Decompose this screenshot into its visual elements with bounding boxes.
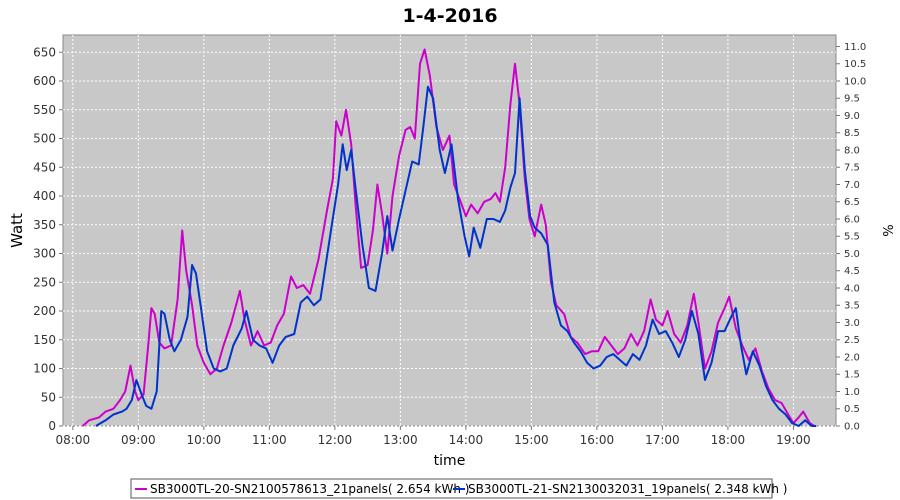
y2-tick-label: 4.5 <box>844 266 860 277</box>
y-tick-label: 100 <box>33 362 56 376</box>
y-tick-label: 600 <box>33 74 56 88</box>
x-tick-label: 17:00 <box>645 433 680 447</box>
y2-axis-label: % <box>879 224 894 236</box>
x-tick-label: 11:00 <box>252 433 287 447</box>
y2-tick-label: 11.0 <box>844 42 866 53</box>
y2-tick-label: 9.5 <box>844 94 860 105</box>
y-tick-label: 300 <box>33 247 56 261</box>
y2-tick-label: 1.0 <box>844 387 860 398</box>
x-tick-label: 15:00 <box>514 433 549 447</box>
legend-entry-series-2: SB3000TL-21-SN2130032031_19panels( 2.348… <box>468 482 787 496</box>
y2-tick-label: 2.5 <box>844 335 860 346</box>
x-tick-label: 18:00 <box>711 433 746 447</box>
grid-lines <box>63 35 836 427</box>
y2-tick-label: 7.5 <box>844 163 860 174</box>
x-tick-label: 12:00 <box>318 433 353 447</box>
y2-tick-label: 9.0 <box>844 111 860 122</box>
y2-tick-label: 8.5 <box>844 128 860 139</box>
y2-tick-label: 3.0 <box>844 318 860 329</box>
axes: 0 50 100 150 200 250 300 350 400 450 500 550 600 650 0… <box>33 42 866 447</box>
y2-tick-label: 8.0 <box>844 145 860 156</box>
y-tick-label: 550 <box>33 103 56 117</box>
x-tick-label: 14:00 <box>449 433 484 447</box>
x-tick-label: 13:00 <box>383 433 418 447</box>
y-tick-label: 50 <box>41 390 56 404</box>
y2-tick-label: 6.0 <box>844 214 860 225</box>
y2-tick-label: 5.0 <box>844 249 860 260</box>
chart-title: 1-4-2016 <box>402 5 497 27</box>
y-axis-label: Watt <box>8 213 26 248</box>
x-tick-label: 10:00 <box>187 433 222 447</box>
y-tick-label: 250 <box>33 275 56 289</box>
x-tick-label: 19:00 <box>776 433 811 447</box>
y2-tick-label: 0.0 <box>844 422 860 433</box>
x-tick-label: 09:00 <box>121 433 156 447</box>
series-layer <box>82 48 817 427</box>
y-tick-label: 400 <box>33 189 56 203</box>
y-tick-label: 650 <box>33 45 56 59</box>
y-tick-label: 0 <box>48 419 56 433</box>
y2-tick-label: 4.0 <box>844 283 860 294</box>
y2-tick-label: 7.0 <box>844 180 860 191</box>
y-tick-label: 350 <box>33 218 56 232</box>
legend-entry-series-1: SB3000TL-20-SN2100578613_21panels( 2.654… <box>150 482 469 496</box>
y2-tick-label: 5.5 <box>844 232 860 243</box>
series-line-2 <box>95 85 817 427</box>
y2-tick-label: 1.5 <box>844 370 860 381</box>
x-tick-label: 08:00 <box>56 433 91 447</box>
legend-box <box>130 478 773 499</box>
y-tick-label: 200 <box>33 304 56 318</box>
x-axis-label: time <box>434 453 466 469</box>
y-tick-label: 500 <box>33 132 56 146</box>
series-line-1 <box>82 48 815 427</box>
plot-area <box>62 34 837 427</box>
y-tick-label: 450 <box>33 160 56 174</box>
legend: SB3000TL-20-SN2100578613_21panels( 2.654… <box>130 478 787 499</box>
y2-tick-label: 6.5 <box>844 197 860 208</box>
y2-tick-label: 2.0 <box>844 352 860 363</box>
x-tick-label: 16:00 <box>580 433 615 447</box>
y-tick-label: 150 <box>33 333 56 347</box>
y2-tick-label: 3.5 <box>844 301 860 312</box>
y2-tick-label: 0.5 <box>844 404 860 415</box>
y2-tick-label: 10.0 <box>844 76 866 87</box>
y2-tick-label: 10.5 <box>844 59 866 70</box>
